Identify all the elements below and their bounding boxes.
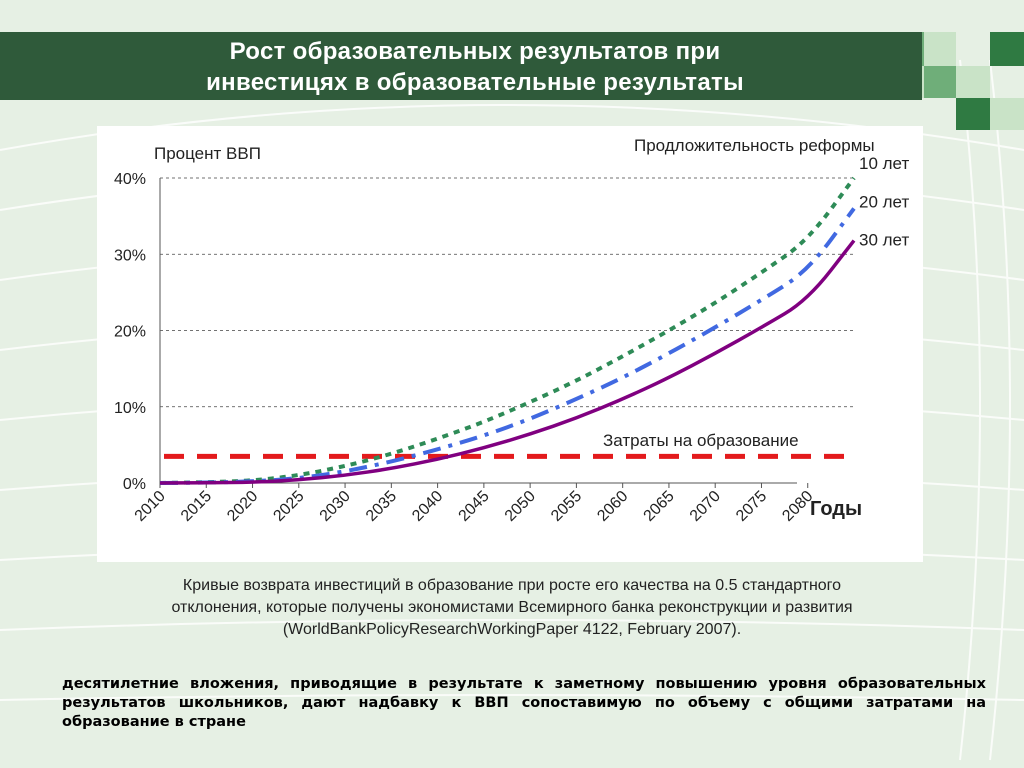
- y-tick-label: 0%: [123, 476, 146, 493]
- x-tick-label: 2070: [687, 488, 724, 525]
- slide-title: Рост образовательных результатов при инв…: [60, 36, 890, 98]
- y-tick-label: 30%: [114, 247, 146, 264]
- x-tick-label: 2035: [363, 488, 400, 525]
- spending-annotation: Затраты на образование: [603, 431, 799, 450]
- conclusion-text: десятилетние вложения, приводящие в резу…: [62, 676, 986, 730]
- series-label-2: 20 лет: [859, 193, 909, 212]
- x-tick-label: 2060: [594, 488, 631, 525]
- title-bar: [0, 32, 922, 100]
- legend-title: Продложительность реформы: [634, 136, 875, 155]
- slide-title-line-1: Рост образовательных результатов при: [229, 38, 721, 65]
- x-tick-label: 2075: [733, 488, 770, 525]
- y-tick-label: 40%: [114, 171, 146, 188]
- x-tick-label: 2020: [224, 488, 261, 525]
- x-tick-label: 2040: [409, 488, 446, 525]
- chart-panel: 0% 10% 20% 30% 40% 2010 2015 2020 2025 2030 2035 2…: [97, 126, 923, 562]
- caption-line-3: (WorldBankPolicyResearchWorkingPaper 412…: [282, 621, 742, 638]
- chart-caption: Кривые возврата инвестиций в образование…: [80, 575, 944, 641]
- series-label-3: 30 лет: [859, 231, 909, 250]
- caption-line-1: Кривые возврата инвестиций в образование…: [182, 577, 842, 594]
- y-tick-label: 10%: [114, 400, 146, 417]
- series-line-3: [159, 239, 856, 485]
- x-tick-label: 2030: [317, 488, 354, 525]
- series-label-1: 10 лет: [859, 154, 909, 173]
- slide-title-line-2: инвестицях в образовательные результаты: [206, 69, 744, 96]
- caption-line-2: отклонения, которые получены экономистам…: [171, 599, 853, 616]
- x-tick-label: 2010: [132, 488, 169, 525]
- series-line-1: [159, 176, 856, 485]
- returns-chart: 0%10%20%30%40% 2010 2015 2020 2025 2030 2035 2…: [114, 136, 909, 525]
- x-tick-label: 2050: [502, 488, 539, 525]
- x-tick-label: 2055: [548, 488, 585, 525]
- x-tick-label: 2045: [456, 488, 493, 525]
- x-tick-label: 2065: [641, 488, 678, 525]
- y-tick-label: 20%: [114, 324, 146, 341]
- y-axis-label: Процент ВВП: [154, 144, 261, 163]
- x-axis-label: Годы: [810, 498, 862, 520]
- series-line-2: [159, 207, 856, 485]
- x-tick-label: 2015: [178, 488, 215, 525]
- x-tick-label: 2025: [270, 488, 307, 525]
